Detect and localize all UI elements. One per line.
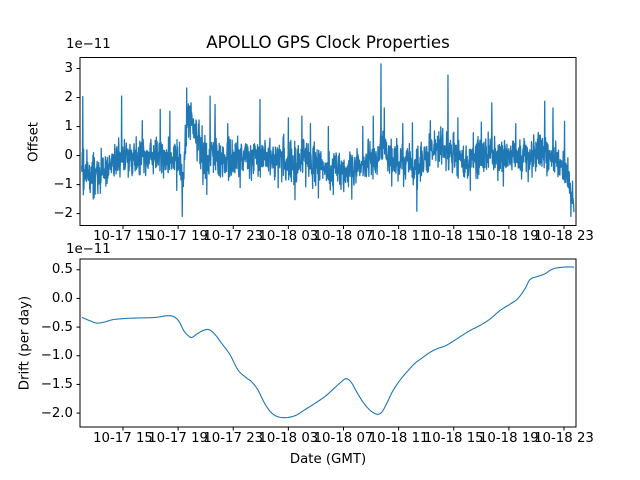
y-tick-label: 2 <box>64 90 73 106</box>
x-axis-label: Date (GMT) <box>289 452 367 467</box>
x-tick-label: 10-18 11 <box>368 229 429 244</box>
y-tick-label: 1 <box>64 119 73 135</box>
x-tick-label: 10-18 15 <box>423 229 484 244</box>
y-tick-label: 3 <box>64 61 73 77</box>
y-tick-label: −2 <box>53 206 73 222</box>
x-tick-label: 10-18 15 <box>423 430 484 446</box>
y-tick-label: 0.5 <box>51 262 73 278</box>
drift-series-line <box>81 266 575 419</box>
y-tick-label: −1.5 <box>40 376 73 392</box>
x-tick-label: 10-18 19 <box>478 430 539 446</box>
y-tick-label: −1.0 <box>40 348 73 364</box>
x-tick-label: 10-18 03 <box>258 229 319 244</box>
bottom-axes-frame <box>79 258 577 428</box>
y-tick-label: 0.0 <box>51 290 73 306</box>
x-tick-label: 10-18 11 <box>368 430 429 446</box>
x-tick-label: 10-17 19 <box>148 430 209 446</box>
top-axes-frame <box>79 57 577 226</box>
x-tick-label: 10-17 19 <box>148 229 209 244</box>
offset-series-line <box>81 63 575 218</box>
x-tick-label: 10-18 19 <box>478 229 539 244</box>
x-tick-label: 10-18 03 <box>258 430 319 446</box>
x-tick-label: 10-18 23 <box>534 229 594 244</box>
x-tick-label: 10-17 15 <box>93 430 153 446</box>
x-tick-label: 10-17 23 <box>203 229 264 244</box>
x-tick-label: 10-17 23 <box>203 430 264 446</box>
x-tick-label: 10-18 07 <box>313 229 374 244</box>
x-tick-label: 10-18 23 <box>534 430 594 446</box>
y-tick-label: −1 <box>53 177 73 193</box>
y-tick-label: −2.0 <box>40 405 73 421</box>
y-tick-label: −0.5 <box>40 319 73 335</box>
chart-title: APOLLO GPS Clock Properties <box>206 33 450 52</box>
top-axis-scale-offset-text: 1e−11 <box>66 37 111 52</box>
y-tick-label: 0 <box>64 148 73 164</box>
x-tick-label: 10-18 07 <box>313 430 374 446</box>
x-tick-label: 10-17 15 <box>93 229 153 244</box>
bottom-axis-scale-offset-text: 1e−11 <box>66 242 111 257</box>
